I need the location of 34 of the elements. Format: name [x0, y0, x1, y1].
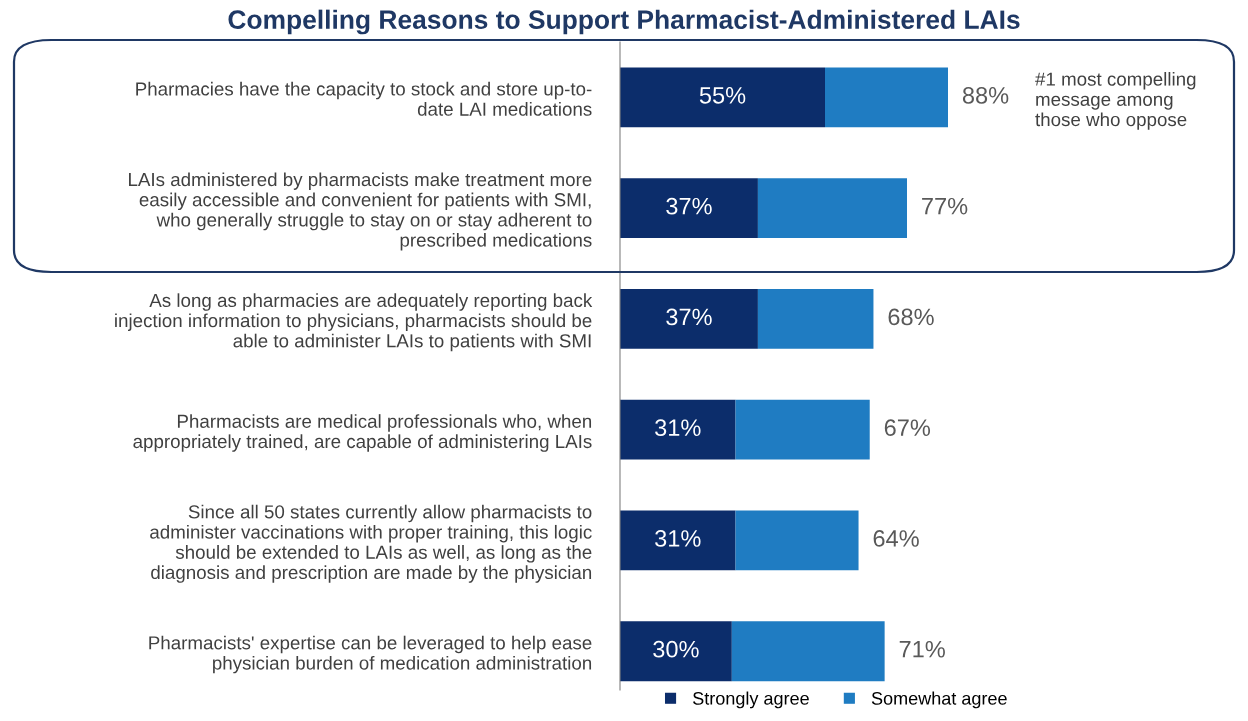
y-tick-label: As long as pharmacies are adequately reporting back injection information to physicians, pharmacists should be able to administer LAIs to patients with SMI: [115, 293, 593, 352]
bar: [735, 510, 859, 571]
bar: [825, 67, 948, 128]
total-label: 71%: [899, 640, 945, 658]
bar: [620, 621, 732, 682]
bar: [620, 178, 758, 239]
total-label: 77%: [922, 197, 968, 215]
total-label: 88%: [962, 87, 1009, 104]
data-label: 31%: [655, 419, 701, 437]
y-tick-label: LAIs administered by pharmacists make treatment more easily accessible and convenient for patients with SMI, who generally struggle to stay on or stay adherent to prescribed medications: [129, 172, 592, 251]
bar: [620, 289, 758, 349]
chart-title: Compelling Reasons to Support Pharmacist-Administered LAIs: [228, 9, 1020, 35]
bar: [620, 510, 736, 571]
y-tick-label: Pharmacists' expertise can be leveraged to help ease physician burden of medication administration: [149, 635, 592, 674]
data-label: 37%: [666, 308, 712, 326]
y-tick-label: Pharmacies have the capacity to stock and store up-to- date LAI medications: [136, 81, 592, 116]
text: #1 most compelling message among those who oppose: [1035, 72, 1196, 130]
bar: [731, 621, 885, 682]
data-label: 30%: [653, 640, 699, 658]
legend-label: Strongly agree: [693, 691, 809, 709]
data-label: 37%: [666, 197, 712, 215]
total-label: 64%: [873, 530, 919, 547]
y-tick-label: Pharmacists are medical professionals who, when appropriately trained, are capable of administering LAIs: [133, 414, 592, 452]
bar: [735, 399, 870, 460]
y-tick-label: Since all 50 states currently allow pharmacists to administer vaccinations with proper training, this logic should be extended to LAIs as well, as long as the diagnosis and prescription are made by the physician: [150, 504, 592, 583]
bar: [757, 178, 907, 239]
total-label: 68%: [888, 308, 934, 326]
bar: [757, 289, 874, 349]
legend-label: Somewhat agree: [871, 691, 1007, 709]
data-label: 55%: [699, 87, 746, 104]
total-label: 67%: [884, 419, 931, 437]
bar: [620, 67, 825, 128]
data-label: 31%: [655, 530, 701, 547]
bar: [620, 399, 736, 460]
